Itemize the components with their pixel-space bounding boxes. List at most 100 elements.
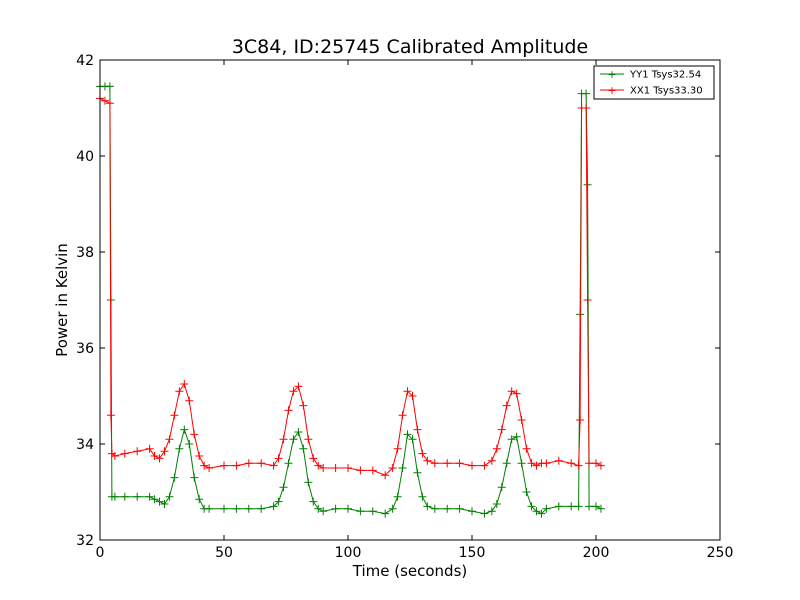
data-point xyxy=(507,387,516,396)
data-point xyxy=(175,387,184,396)
data-point xyxy=(480,509,489,518)
series-line xyxy=(99,97,602,476)
data-point xyxy=(314,504,323,513)
data-point xyxy=(314,461,323,470)
data-point xyxy=(279,435,288,444)
data-point xyxy=(319,464,328,472)
data-point xyxy=(468,507,476,516)
data-point xyxy=(170,411,179,420)
data-point xyxy=(582,104,591,112)
data-point xyxy=(155,454,164,463)
data-point xyxy=(309,454,318,463)
y-tick-label: 40 xyxy=(76,149,94,165)
data-point xyxy=(527,502,536,511)
data-point xyxy=(105,99,114,108)
data-point xyxy=(304,478,313,487)
data-point xyxy=(554,456,563,465)
data-point xyxy=(133,447,142,456)
legend-marker-yy1: + xyxy=(607,68,616,81)
data-point xyxy=(596,461,605,470)
data-point xyxy=(576,416,585,424)
data-point xyxy=(120,449,129,458)
data-point xyxy=(269,502,278,511)
data-point xyxy=(195,452,204,460)
data-point xyxy=(155,497,164,506)
series-layer xyxy=(96,82,605,518)
data-point xyxy=(368,466,377,475)
data-point xyxy=(455,504,464,513)
data-point xyxy=(120,492,129,501)
data-point xyxy=(502,401,511,410)
data-point xyxy=(443,504,452,513)
data-point xyxy=(344,504,352,513)
data-point xyxy=(381,509,390,518)
data-point xyxy=(289,387,298,396)
data-point xyxy=(413,468,422,477)
data-point xyxy=(185,440,194,448)
data-point xyxy=(517,416,526,424)
data-point xyxy=(574,461,583,470)
data-point xyxy=(393,444,402,453)
data-point xyxy=(592,502,600,511)
data-point xyxy=(512,432,521,441)
data-point xyxy=(319,507,328,516)
data-point xyxy=(430,504,439,513)
data-point xyxy=(537,509,546,518)
y-tick-label: 42 xyxy=(76,53,94,69)
series-line xyxy=(100,85,602,515)
data-point xyxy=(294,428,303,436)
data-point xyxy=(583,180,592,189)
data-point xyxy=(289,435,298,444)
legend-marker-xx1: + xyxy=(607,84,616,97)
series-xx1 xyxy=(96,94,605,480)
y-tick-label: 34 xyxy=(76,437,94,453)
data-point xyxy=(294,382,303,391)
data-point xyxy=(497,425,506,434)
data-point xyxy=(105,82,114,91)
data-point xyxy=(398,464,407,472)
data-point xyxy=(497,483,506,492)
data-point xyxy=(423,502,432,511)
data-point xyxy=(180,380,189,388)
data-point xyxy=(388,464,397,472)
data-point xyxy=(403,430,412,439)
data-point xyxy=(331,464,340,472)
data-point xyxy=(480,461,489,470)
data-point xyxy=(492,444,501,453)
data-point xyxy=(542,459,551,468)
legend-box xyxy=(593,65,715,100)
data-point xyxy=(574,502,583,511)
data-point xyxy=(585,459,594,468)
data-point xyxy=(331,504,340,513)
data-point xyxy=(517,459,526,468)
data-point xyxy=(269,461,278,470)
data-point xyxy=(487,456,496,465)
data-point xyxy=(443,459,452,468)
x-tick-label: 50 xyxy=(215,545,233,561)
data-point xyxy=(232,461,241,470)
data-point xyxy=(257,504,266,513)
data-point xyxy=(279,483,288,492)
data-point xyxy=(527,459,536,468)
data-point xyxy=(150,495,159,504)
data-point xyxy=(195,495,204,504)
data-point xyxy=(522,488,531,496)
data-point xyxy=(532,461,541,470)
data-point xyxy=(492,500,501,508)
data-point xyxy=(244,459,253,468)
x-tick-label: 0 xyxy=(96,545,105,561)
data-point xyxy=(512,389,521,398)
series-yy1 xyxy=(96,82,605,518)
data-point xyxy=(274,454,283,463)
data-point xyxy=(542,504,551,513)
data-point xyxy=(190,430,199,439)
y-tick-label: 38 xyxy=(76,245,94,261)
data-point xyxy=(356,466,365,475)
data-point xyxy=(585,502,594,511)
ticks-layer: 0 50 100 150 200 250 32 34 36 38 40 42 xyxy=(76,53,733,561)
data-point xyxy=(175,444,184,453)
data-point xyxy=(244,504,253,513)
x-axis-label: Time (seconds) xyxy=(352,562,468,580)
data-point xyxy=(408,435,417,444)
